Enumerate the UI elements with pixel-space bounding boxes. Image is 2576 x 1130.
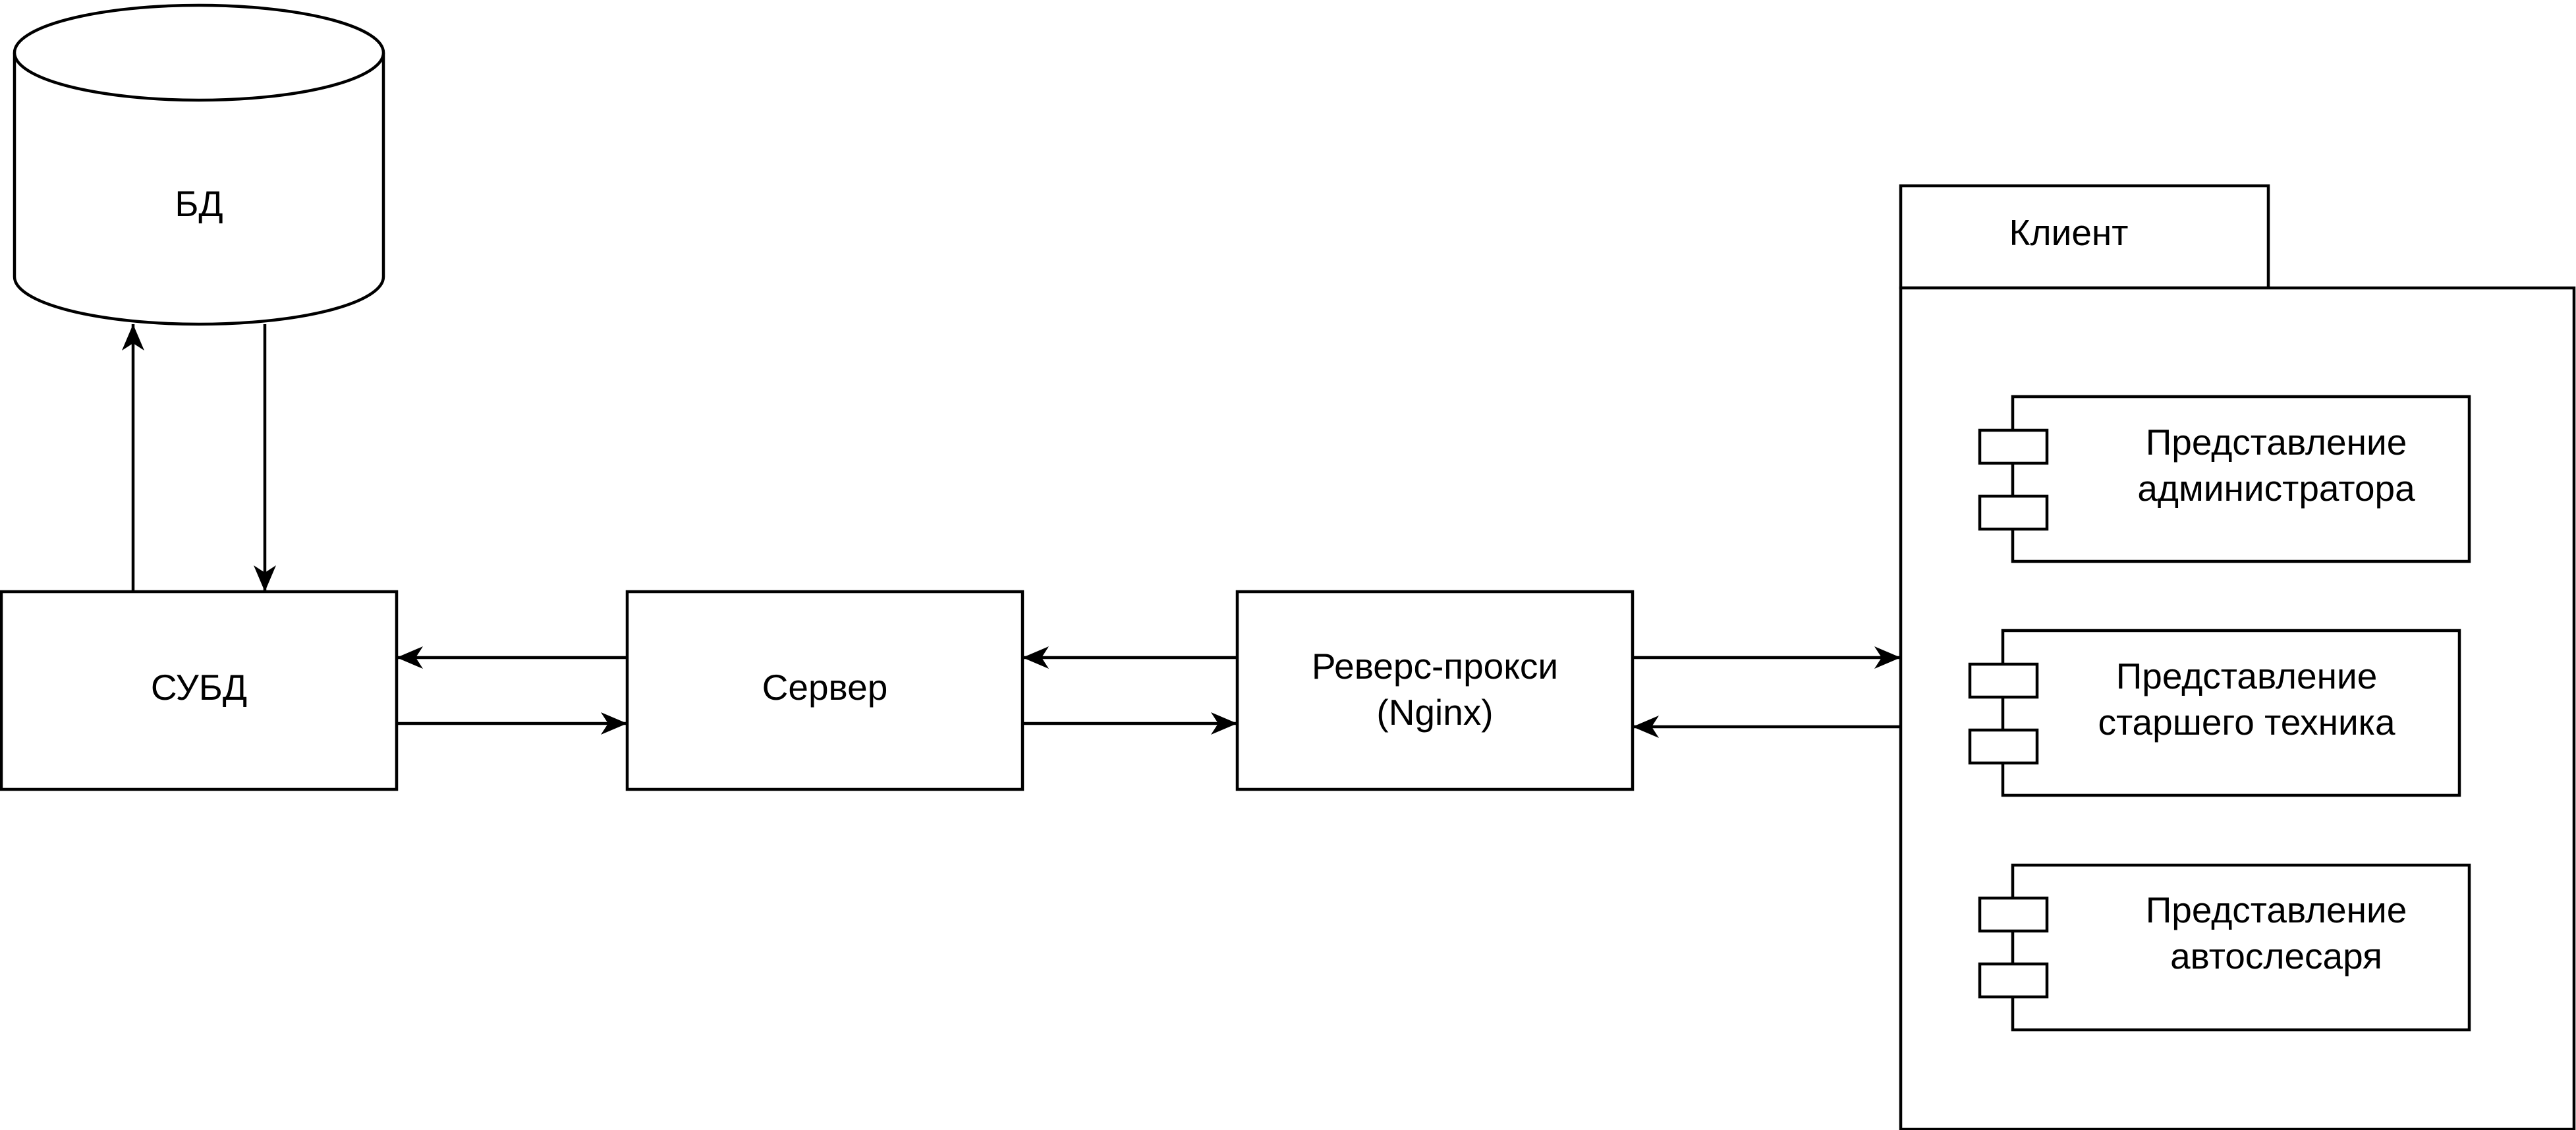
client-component-admin[interactable]: Представление администратора	[1978, 395, 2471, 563]
component-label-line2: автослесаря	[2170, 936, 2382, 976]
db-label: БД	[175, 183, 223, 224]
dbms-box	[0, 590, 399, 791]
component-box	[2011, 395, 2471, 563]
server-node[interactable]: Сервер	[625, 590, 1024, 791]
component-label-line1: Представление	[2146, 422, 2407, 463]
dbms-label: СУБД	[151, 667, 247, 708]
db-cylinder-top	[13, 3, 385, 102]
component-label-line2: администратора	[2137, 468, 2415, 509]
db-cylinder-body	[13, 53, 385, 326]
client-component-mechanic[interactable]: Представление автослесаря	[1978, 863, 2471, 1032]
component-box	[2001, 629, 2461, 797]
client-label: Клиент	[2009, 212, 2128, 253]
proxy-node[interactable]: Реверс-прокси (Nginx)	[1235, 590, 1635, 791]
component-port-bottom	[1978, 962, 2049, 999]
proxy-box	[1235, 590, 1635, 791]
server-label: Сервер	[762, 667, 888, 708]
proxy-label-line1: Реверс-прокси	[1312, 646, 1558, 687]
client-component-senior-tech[interactable]: Представление старшего техника	[1968, 629, 2461, 797]
component-port-top	[1978, 896, 2049, 933]
component-box	[2011, 863, 2471, 1032]
dbms-node[interactable]: СУБД	[0, 590, 399, 791]
component-port-bottom	[1978, 494, 2049, 531]
component-label-line1: Представление	[2146, 890, 2407, 930]
component-label-line1: Представление	[2116, 656, 2378, 696]
component-port-bottom	[1968, 728, 2039, 765]
client-package[interactable]: Клиент Представление администратора Пред…	[1899, 184, 2576, 1130]
component-label-line2: старшего техника	[2098, 702, 2395, 743]
server-box	[625, 590, 1024, 791]
component-port-top	[1978, 428, 2049, 465]
db-node[interactable]: БД	[13, 3, 385, 326]
component-port-top	[1968, 662, 2039, 699]
client-package-tab	[1899, 184, 2270, 290]
proxy-label-line2: (Nginx)	[1376, 692, 1493, 733]
